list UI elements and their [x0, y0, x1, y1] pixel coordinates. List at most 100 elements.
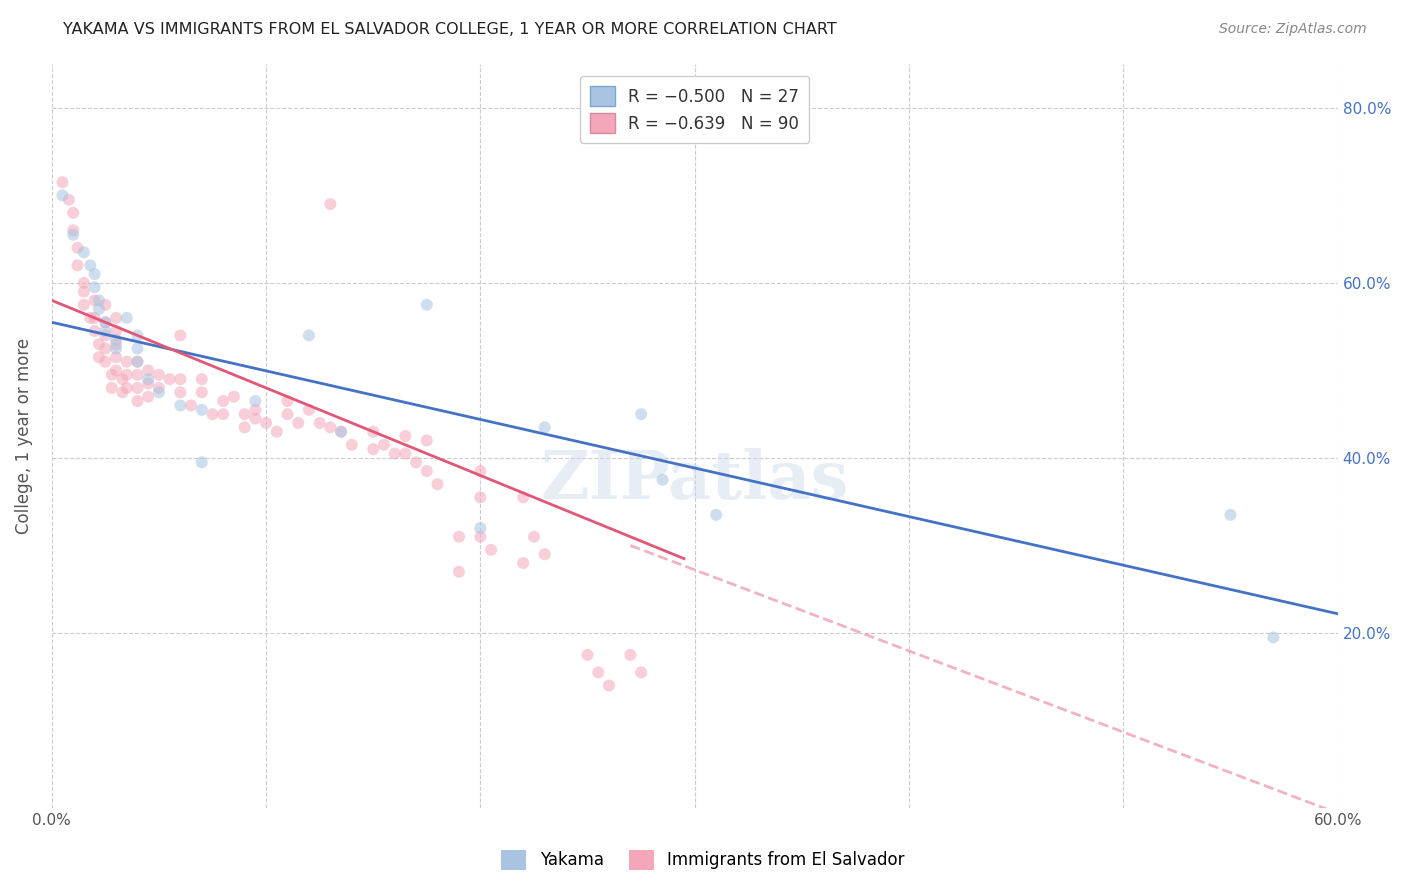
Text: YAKAMA VS IMMIGRANTS FROM EL SALVADOR COLLEGE, 1 YEAR OR MORE CORRELATION CHART: YAKAMA VS IMMIGRANTS FROM EL SALVADOR CO… [63, 22, 837, 37]
Point [105, 333, 128, 347]
Point [245, 394, 267, 409]
Point [308, 416, 330, 430]
Point [361, 425, 384, 439]
Point [73, 245, 96, 260]
Point [523, 530, 546, 544]
Point [58, 193, 80, 207]
Point [87, 351, 110, 365]
Point [83, 267, 105, 281]
Point [105, 342, 128, 356]
Point [62, 227, 84, 242]
Point [426, 477, 449, 491]
Point [115, 354, 138, 368]
Point [1263, 631, 1285, 645]
Point [298, 328, 321, 343]
Point [127, 354, 149, 368]
Point [159, 372, 181, 386]
Point [233, 420, 256, 434]
Point [136, 390, 159, 404]
Point [127, 394, 149, 409]
Point [416, 464, 439, 478]
Point [169, 399, 191, 413]
Point [222, 390, 245, 404]
Point [115, 368, 138, 382]
Point [330, 425, 353, 439]
Point [330, 425, 353, 439]
Point [704, 508, 727, 522]
Point [51, 188, 73, 202]
Point [447, 530, 470, 544]
Point [416, 434, 439, 448]
Point [245, 402, 267, 417]
Point [340, 438, 363, 452]
Point [276, 394, 298, 409]
Point [416, 298, 439, 312]
Point [470, 464, 492, 478]
Point [83, 324, 105, 338]
Point [66, 241, 89, 255]
Point [87, 337, 110, 351]
Point [127, 354, 149, 368]
Point [111, 372, 134, 386]
Point [115, 310, 138, 325]
Point [651, 473, 673, 487]
Point [83, 293, 105, 308]
Point [361, 442, 384, 457]
Point [79, 259, 101, 273]
Point [73, 276, 96, 290]
Point [100, 368, 122, 382]
Point [94, 342, 117, 356]
Point [212, 407, 235, 421]
Point [115, 381, 138, 395]
Point [127, 328, 149, 343]
Point [212, 394, 235, 409]
Point [512, 491, 534, 505]
Point [191, 372, 214, 386]
Point [533, 547, 555, 561]
Legend: Yakama, Immigrants from El Salvador: Yakama, Immigrants from El Salvador [495, 843, 911, 877]
Point [169, 328, 191, 343]
Point [51, 175, 73, 189]
Text: Source: ZipAtlas.com: Source: ZipAtlas.com [1219, 22, 1367, 37]
Text: ZIPatlas: ZIPatlas [540, 448, 849, 513]
Legend: R = −0.500   N = 27, R = −0.639   N = 90: R = −0.500 N = 27, R = −0.639 N = 90 [581, 76, 810, 144]
Point [94, 324, 117, 338]
Point [148, 385, 170, 400]
Point [136, 372, 159, 386]
Point [233, 407, 256, 421]
Point [87, 302, 110, 317]
Point [169, 385, 191, 400]
Point [191, 385, 214, 400]
Point [148, 368, 170, 382]
Point [136, 363, 159, 377]
Point [298, 402, 321, 417]
Point [470, 491, 492, 505]
Point [148, 381, 170, 395]
Point [105, 363, 128, 377]
Point [533, 420, 555, 434]
Point [127, 381, 149, 395]
Point [319, 197, 342, 211]
Point [319, 420, 342, 434]
Point [276, 407, 298, 421]
Point [245, 411, 267, 425]
Point [266, 425, 288, 439]
Point [127, 342, 149, 356]
Point [105, 324, 128, 338]
Point [105, 337, 128, 351]
Point [94, 298, 117, 312]
Point [576, 648, 599, 662]
Point [66, 259, 89, 273]
Point [136, 376, 159, 391]
Point [287, 416, 309, 430]
Point [111, 385, 134, 400]
Point [394, 446, 416, 460]
Point [586, 665, 609, 680]
Point [191, 455, 214, 469]
Point [201, 407, 224, 421]
Point [479, 542, 502, 557]
Point [470, 530, 492, 544]
Y-axis label: College, 1 year or more: College, 1 year or more [15, 338, 32, 534]
Point [73, 285, 96, 299]
Point [94, 328, 117, 343]
